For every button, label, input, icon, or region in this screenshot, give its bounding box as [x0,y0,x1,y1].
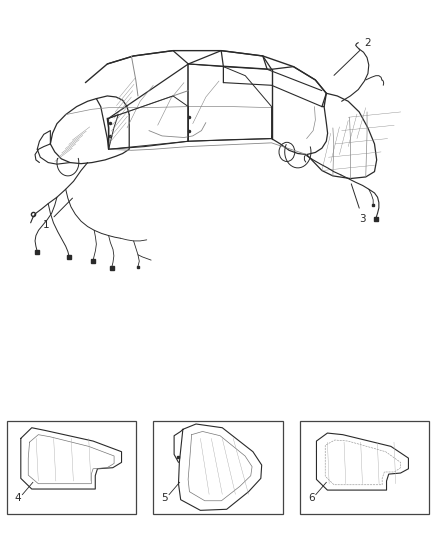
Text: 1: 1 [42,198,73,230]
Text: 4: 4 [14,492,21,503]
Text: 6: 6 [308,492,314,503]
Text: 5: 5 [161,492,168,503]
Bar [300,421,429,514]
Bar [7,421,136,514]
Text: 2: 2 [334,38,371,75]
Text: 3: 3 [351,184,366,223]
Bar [153,421,283,514]
